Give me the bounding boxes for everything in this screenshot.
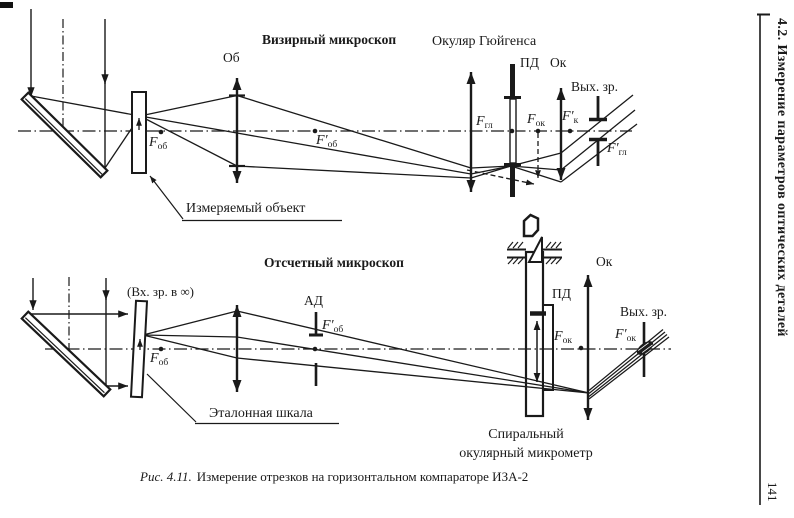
micrometer-column	[524, 250, 545, 418]
sidebar-rule	[757, 13, 770, 505]
f-ob-prime-label-top: F′об	[316, 133, 338, 150]
eyepiece-label-bottom: Ок	[596, 254, 613, 269]
measured-object	[131, 91, 147, 174]
f-k-prime-label: F′к	[562, 109, 579, 126]
reticle-prism	[522, 213, 540, 238]
figure-number: Рис. 4.11.	[140, 469, 192, 484]
leader-line	[146, 373, 197, 423]
dashed-ray	[466, 169, 535, 186]
aperture-diaphragm-label: АД	[304, 293, 323, 308]
exit-pupil	[589, 96, 607, 166]
measured-object-label: Измеряемый объект	[186, 201, 306, 216]
field-diaphragm-label-bottom: ПД	[552, 286, 571, 301]
fixed-mounts	[507, 248, 562, 259]
pd-plate	[542, 304, 554, 391]
entrance-pupil-label: (Вх. зр. в ∞)	[127, 284, 194, 299]
rays	[142, 310, 590, 394]
bottom-diagram-title: Отсчетный микроскоп	[264, 255, 404, 270]
hatching	[507, 241, 562, 265]
f-ob-prime-label-bottom: F′об	[322, 318, 344, 335]
f-ok-prime-label-bottom: F′ок	[615, 327, 636, 344]
f-gl-label: Fгл	[476, 114, 493, 131]
sidebar-running-head: 4.2. Измерение параметров оптических дет…	[774, 18, 789, 337]
f-gl-prime-label: F′гл	[607, 141, 627, 158]
aperture-diaphragm	[309, 312, 323, 386]
exit-pupil-image	[636, 341, 654, 355]
bottom-diagram	[20, 213, 671, 425]
fold-mirror	[20, 310, 112, 398]
exit-pupil-label-top: Вых. зр.	[571, 79, 619, 94]
f-ob-label-top: Fоб	[149, 135, 168, 152]
exit-pupil-label-bottom: Вых. зр.	[620, 304, 668, 319]
leader-arrow	[149, 175, 184, 220]
f-ok-label-top: Fок	[527, 112, 545, 129]
reference-scale-label: Эталонная шкала	[209, 406, 313, 421]
eye-lens-label-top: Ок	[550, 55, 567, 70]
focal-points	[158, 128, 573, 135]
field-diaphragm-label-top: ПД	[520, 55, 539, 70]
huygens-eyepiece-label: Окуляр Гюйгенса	[432, 34, 537, 49]
figure-caption-text: Измерение отрезков на горизонтальном ком…	[196, 469, 529, 484]
top-diagram	[18, 9, 638, 222]
figure-caption: Рис. 4.11. Измерение отрезков на горизонт…	[140, 469, 528, 484]
objective-label-top: Об	[223, 50, 240, 65]
spiral-micrometer-label: Спиральный окулярный микрометр	[459, 427, 593, 461]
wedge	[527, 236, 543, 263]
fold-mirror	[20, 91, 109, 179]
top-diagram-title: Визирный микроскоп	[262, 32, 397, 47]
f-ob-label-bottom: Fоб	[150, 351, 169, 368]
focal-points	[158, 345, 584, 352]
f-ok-label-bottom: Fок	[554, 329, 572, 346]
rays	[30, 94, 638, 183]
page-number: 141	[765, 482, 780, 502]
reference-scale	[129, 299, 149, 399]
scan-artifact	[0, 2, 13, 8]
